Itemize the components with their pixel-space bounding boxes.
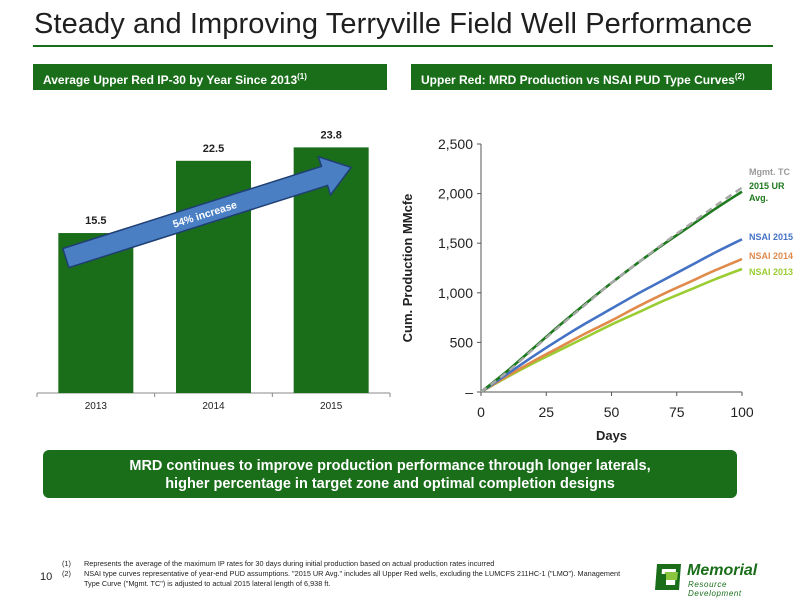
y-tick-label: 500	[450, 334, 474, 350]
footnote-2: (2) NSAI type curves representative of y…	[62, 569, 622, 589]
right-header-footnote-ref: (2)	[734, 72, 745, 81]
page-number: 10	[40, 571, 53, 583]
right-header-text: Upper Red: MRD Production vs NSAI PUD Ty…	[421, 73, 735, 87]
left-chart-header: Average Upper Red IP-30 by Year Since 20…	[33, 64, 387, 90]
title-rule	[33, 45, 773, 47]
bar-category-label: 2015	[320, 401, 343, 412]
series-line-nsai-2014	[480, 257, 743, 394]
logo-mark-icon	[655, 564, 681, 590]
memorial-logo: Memorial Resource Development	[651, 558, 781, 598]
series-line-mgmt-tc	[480, 186, 743, 393]
bar-category-label: 2014	[202, 401, 225, 412]
footnote-number: (2)	[62, 569, 71, 578]
series-label: Mgmt. TC	[749, 167, 790, 177]
slide-title: Steady and Improving Terryville Field We…	[34, 8, 753, 40]
logo-wordmark: Memorial	[687, 562, 758, 579]
bar-value-label: 15.5	[85, 215, 106, 227]
x-tick-label: 0	[477, 404, 485, 420]
footnote-number: (1)	[62, 559, 71, 568]
bar-category-label: 2013	[85, 401, 108, 412]
series-label: NSAI 2013	[749, 267, 793, 277]
x-tick-label: 50	[604, 404, 620, 420]
right-chart-header: Upper Red: MRD Production vs NSAI PUD Ty…	[411, 64, 772, 90]
banner-line-1: MRD continues to improve production perf…	[129, 458, 651, 474]
left-header-text: Average Upper Red IP-30 by Year Since 20…	[43, 73, 298, 87]
y-tick-label: 2,000	[438, 186, 473, 202]
footnotes: (1) Represents the average of the maximu…	[62, 559, 622, 589]
footnote-text: NSAI type curves representative of year-…	[84, 569, 621, 588]
logo-tagline: Resource Development	[688, 580, 742, 598]
series-line-nsai-2013	[480, 267, 743, 394]
series-label: 2015 UR Avg.	[749, 181, 785, 203]
y-axis-label: Cum. Production MMcfe	[400, 194, 415, 343]
y-tick-label: –	[465, 384, 473, 400]
footnote-1: (1) Represents the average of the maximu…	[62, 559, 622, 569]
y-tick-label: 1,500	[438, 235, 473, 251]
bar-value-label: 23.8	[320, 129, 341, 141]
bar-value-label: 22.5	[203, 143, 224, 155]
series-line-nsai-2015	[480, 238, 743, 394]
x-tick-label: 25	[538, 404, 554, 420]
summary-banner: MRD continues to improve production perf…	[43, 450, 737, 498]
x-tick-label: 100	[730, 404, 754, 420]
banner-line-2: higher percentage in target zone and opt…	[165, 476, 615, 492]
x-axis-label: Days	[596, 428, 627, 443]
left-header-footnote-ref: (1)	[297, 72, 307, 81]
x-tick-label: 75	[669, 404, 685, 420]
series-label: NSAI 2014	[749, 251, 793, 261]
y-tick-label: 1,000	[438, 285, 473, 301]
y-tick-label: 2,500	[438, 136, 473, 152]
arrow-shape	[61, 155, 353, 269]
footnote-text: Represents the average of the maximum IP…	[84, 559, 495, 568]
series-label: NSAI 2015	[749, 232, 793, 242]
